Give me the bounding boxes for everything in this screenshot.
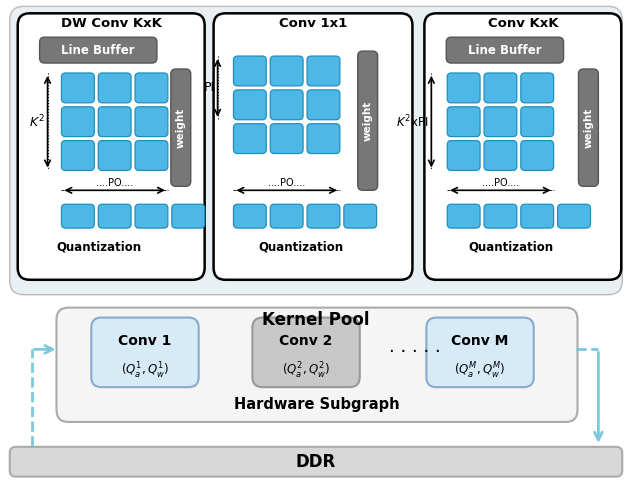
FancyBboxPatch shape (484, 73, 517, 103)
Text: weight: weight (176, 107, 186, 148)
Text: Line Buffer: Line Buffer (468, 44, 542, 57)
FancyBboxPatch shape (9, 447, 623, 477)
FancyBboxPatch shape (135, 73, 168, 103)
FancyBboxPatch shape (252, 318, 360, 387)
FancyBboxPatch shape (424, 14, 621, 280)
FancyBboxPatch shape (307, 56, 340, 86)
Text: Conv 2: Conv 2 (279, 334, 332, 348)
FancyBboxPatch shape (233, 204, 266, 228)
FancyBboxPatch shape (447, 73, 480, 103)
FancyBboxPatch shape (427, 318, 534, 387)
FancyBboxPatch shape (61, 140, 94, 170)
FancyBboxPatch shape (135, 107, 168, 136)
Text: Quantization: Quantization (258, 240, 344, 253)
FancyBboxPatch shape (61, 107, 94, 136)
FancyBboxPatch shape (40, 37, 157, 63)
FancyBboxPatch shape (446, 37, 564, 63)
FancyBboxPatch shape (56, 308, 578, 422)
Text: ....PO....: ....PO.... (96, 178, 133, 188)
FancyBboxPatch shape (358, 51, 378, 190)
FancyBboxPatch shape (98, 204, 131, 228)
FancyBboxPatch shape (98, 107, 131, 136)
FancyBboxPatch shape (484, 140, 517, 170)
Text: Kernel Pool: Kernel Pool (262, 311, 370, 329)
FancyBboxPatch shape (578, 69, 599, 186)
FancyBboxPatch shape (307, 124, 340, 153)
Text: Quantization: Quantization (468, 240, 554, 253)
Text: Conv M: Conv M (451, 334, 509, 348)
FancyBboxPatch shape (233, 56, 266, 86)
FancyBboxPatch shape (18, 14, 205, 280)
FancyBboxPatch shape (447, 204, 480, 228)
Text: $K^2$xPI: $K^2$xPI (396, 113, 428, 130)
FancyBboxPatch shape (270, 204, 303, 228)
Text: PI: PI (204, 81, 215, 94)
Text: Line Buffer: Line Buffer (61, 44, 135, 57)
FancyBboxPatch shape (214, 14, 413, 280)
FancyBboxPatch shape (344, 204, 377, 228)
Text: Conv KxK: Conv KxK (487, 17, 558, 30)
Text: ....PO....: ....PO.... (482, 178, 519, 188)
FancyBboxPatch shape (135, 140, 168, 170)
Text: $K^2$: $K^2$ (29, 113, 45, 130)
Text: $(Q_a^2, Q_w^2)$: $(Q_a^2, Q_w^2)$ (282, 361, 330, 381)
Text: $(Q_a^M, Q_w^M)$: $(Q_a^M, Q_w^M)$ (454, 361, 506, 381)
FancyBboxPatch shape (61, 204, 94, 228)
FancyBboxPatch shape (233, 90, 266, 120)
Text: Quantization: Quantization (57, 240, 142, 253)
FancyBboxPatch shape (61, 73, 94, 103)
FancyBboxPatch shape (484, 204, 517, 228)
Text: weight: weight (583, 107, 593, 148)
Text: Hardware Subgraph: Hardware Subgraph (234, 397, 400, 412)
FancyBboxPatch shape (172, 204, 205, 228)
FancyBboxPatch shape (233, 124, 266, 153)
FancyBboxPatch shape (91, 318, 198, 387)
FancyBboxPatch shape (521, 204, 554, 228)
Text: Conv 1: Conv 1 (118, 334, 172, 348)
Text: weight: weight (363, 101, 373, 141)
Text: $(Q_a^1, Q_w^1)$: $(Q_a^1, Q_w^1)$ (121, 361, 169, 381)
FancyBboxPatch shape (447, 107, 480, 136)
FancyBboxPatch shape (98, 140, 131, 170)
Text: ....PO....: ....PO.... (268, 178, 305, 188)
FancyBboxPatch shape (270, 56, 303, 86)
FancyBboxPatch shape (447, 140, 480, 170)
FancyBboxPatch shape (135, 204, 168, 228)
FancyBboxPatch shape (521, 73, 554, 103)
Text: DW Conv KxK: DW Conv KxK (61, 17, 162, 30)
Text: DDR: DDR (296, 453, 336, 471)
FancyBboxPatch shape (557, 204, 590, 228)
FancyBboxPatch shape (270, 124, 303, 153)
Text: · · · · ·: · · · · · (389, 343, 441, 362)
FancyBboxPatch shape (307, 204, 340, 228)
FancyBboxPatch shape (521, 140, 554, 170)
Text: Conv 1x1: Conv 1x1 (279, 17, 347, 30)
FancyBboxPatch shape (171, 69, 191, 186)
FancyBboxPatch shape (307, 90, 340, 120)
FancyBboxPatch shape (484, 107, 517, 136)
FancyBboxPatch shape (98, 73, 131, 103)
FancyBboxPatch shape (9, 6, 623, 295)
FancyBboxPatch shape (270, 90, 303, 120)
FancyBboxPatch shape (521, 107, 554, 136)
